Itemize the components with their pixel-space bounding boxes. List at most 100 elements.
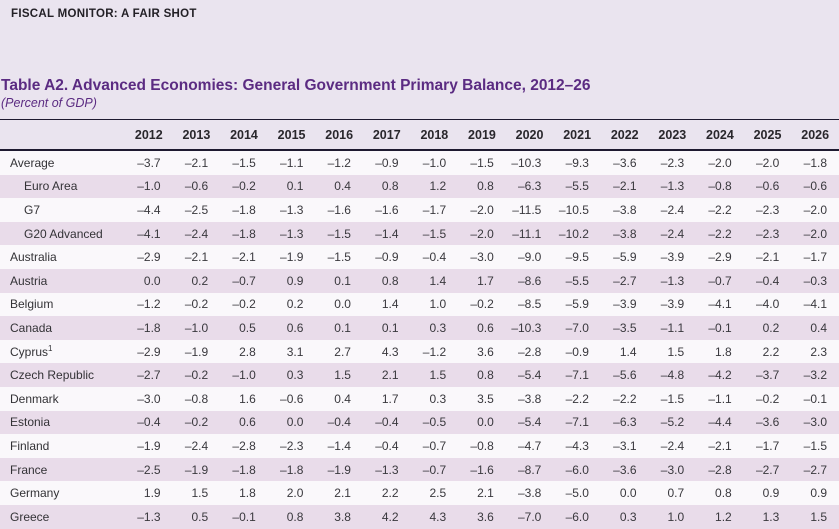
- value-cell: –1.6: [470, 462, 494, 477]
- column-header-2018: 2018: [410, 119, 459, 151]
- value-cell: 1.7: [381, 391, 399, 406]
- value-cell: –2.2: [708, 226, 732, 241]
- value-cell: 0.4: [334, 179, 351, 194]
- value-cell: –1.7: [803, 250, 827, 265]
- value-cell: 3.5: [477, 391, 494, 406]
- value-cell: –1.3: [660, 179, 685, 194]
- row-label: Belgium: [10, 297, 54, 312]
- value-cell: –4.7: [517, 438, 542, 453]
- value-cell: –3.8: [517, 486, 542, 501]
- value-cell: 0.5: [191, 509, 209, 524]
- value-cell: –5.9: [613, 250, 637, 265]
- value-cell: 1.2: [715, 509, 732, 524]
- row-label: Euro Area: [24, 179, 78, 194]
- value-cell: –1.8: [803, 155, 827, 170]
- value-cell: –0.8: [470, 438, 494, 453]
- value-cell: –4.3: [565, 438, 589, 453]
- table-row: G7 –4.4 –2.5 –1.8 –1.3 –1.6 –1.6 –1.7 –2.0 –11.5 –…: [0, 198, 839, 222]
- value-cell: 2.5: [429, 486, 447, 501]
- value-cell: –5.5: [565, 179, 589, 194]
- value-cell: –4.8: [660, 368, 685, 383]
- table-row: Denmark –3.0 –0.8 1.6 –0.6 0.4 1.7 0.3 3.5 –3.8 –2…: [0, 386, 839, 411]
- value-cell: 0.7: [667, 486, 685, 501]
- value-cell: –0.9: [375, 250, 399, 265]
- value-cell: –6.0: [565, 462, 589, 477]
- value-cell: –1.3: [137, 509, 161, 524]
- value-cell: 1.5: [810, 509, 827, 524]
- value-cell: –9.3: [565, 155, 589, 170]
- value-cell: 0.8: [477, 179, 494, 194]
- value-cell: –3.0: [470, 250, 494, 265]
- value-cell: –4.1: [803, 297, 827, 312]
- value-cell: –2.5: [137, 462, 161, 477]
- value-cell: –1.5: [470, 155, 494, 170]
- value-cell: –1.7: [422, 202, 447, 217]
- value-cell: –6.3: [517, 179, 542, 194]
- value-cell: 0.1: [334, 320, 351, 335]
- column-header-2017: 2017: [362, 119, 411, 151]
- column-header-2013: 2013: [172, 119, 221, 151]
- value-cell: –1.9: [327, 462, 351, 477]
- value-cell: 0.8: [286, 509, 304, 524]
- value-cell: 1.4: [381, 297, 399, 312]
- value-cell: –2.1: [708, 438, 732, 453]
- value-cell: 0.6: [286, 320, 304, 335]
- value-cell: –2.0: [470, 202, 494, 217]
- table-row: Euro Area –1.0 –0.6 –0.2 0.1 0.4 0.8 1.2 0.8 –6.3…: [0, 174, 839, 199]
- column-header-2024: 2024: [696, 119, 744, 151]
- value-cell: –1.4: [375, 226, 399, 241]
- value-cell: –5.4: [517, 368, 542, 383]
- row-label: Estonia: [10, 415, 51, 430]
- column-header-2022: 2022: [600, 119, 649, 151]
- value-cell: 0.3: [286, 368, 304, 383]
- value-cell: –1.5: [327, 226, 351, 241]
- value-cell: 0.6: [477, 320, 494, 335]
- table-subtitle: (Percent of GDP): [1, 95, 97, 110]
- value-cell: –6.0: [565, 509, 589, 524]
- value-cell: –1.9: [137, 438, 161, 453]
- value-cell: –7.0: [565, 320, 589, 335]
- value-cell: –3.9: [613, 297, 637, 312]
- value-cell: –2.3: [660, 155, 685, 170]
- value-cell: –0.7: [422, 462, 447, 477]
- table-row: Estonia –0.4 –0.2 0.6 0.0 –0.4 –0.4 –0.5 0.0 –5.4…: [0, 410, 839, 435]
- title-block: Table A2. Advanced Economies: General Go…: [1, 77, 591, 110]
- value-cell: –2.3: [280, 438, 304, 453]
- value-cell: –1.5: [803, 438, 827, 453]
- value-cell: –3.6: [755, 415, 780, 430]
- column-header-2021: 2021: [553, 119, 601, 151]
- value-cell: –0.1: [232, 509, 256, 524]
- column-header-2019: 2019: [458, 119, 506, 151]
- value-cell: –0.6: [803, 179, 827, 194]
- table-row: Average –3.7 –2.1 –1.5 –1.1 –1.2 –0.9 –1.0 –1.5 –…: [0, 150, 839, 175]
- value-cell: –1.9: [184, 344, 209, 359]
- value-cell: –7.0: [517, 509, 542, 524]
- value-cell: –1.9: [184, 462, 209, 477]
- value-cell: –0.8: [708, 179, 732, 194]
- value-cell: –2.7: [137, 368, 161, 383]
- value-cell: –2.4: [660, 202, 685, 217]
- value-cell: –3.2: [803, 368, 827, 383]
- value-cell: –2.7: [803, 462, 827, 477]
- value-cell: –9.5: [565, 250, 589, 265]
- value-cell: –2.0: [470, 226, 494, 241]
- value-cell: –1.9: [280, 250, 304, 265]
- value-cell: –2.9: [137, 344, 161, 359]
- value-cell: –3.7: [137, 155, 161, 170]
- value-cell: 0.3: [429, 320, 447, 335]
- value-cell: –1.5: [660, 391, 685, 406]
- value-cell: –5.9: [565, 297, 589, 312]
- value-cell: –0.2: [755, 391, 780, 406]
- value-cell: –0.5: [422, 415, 447, 430]
- value-cell: 3.8: [334, 509, 351, 524]
- value-cell: –2.2: [613, 391, 637, 406]
- value-cell: –0.6: [280, 391, 304, 406]
- value-cell: 1.8: [715, 344, 732, 359]
- row-label: G20 Advanced: [24, 226, 103, 241]
- value-cell: –3.1: [613, 438, 637, 453]
- value-cell: –0.2: [184, 297, 209, 312]
- value-cell: 1.5: [191, 486, 209, 501]
- row-label: Canada: [10, 320, 53, 335]
- value-cell: –2.0: [803, 202, 827, 217]
- value-cell: –2.4: [660, 438, 685, 453]
